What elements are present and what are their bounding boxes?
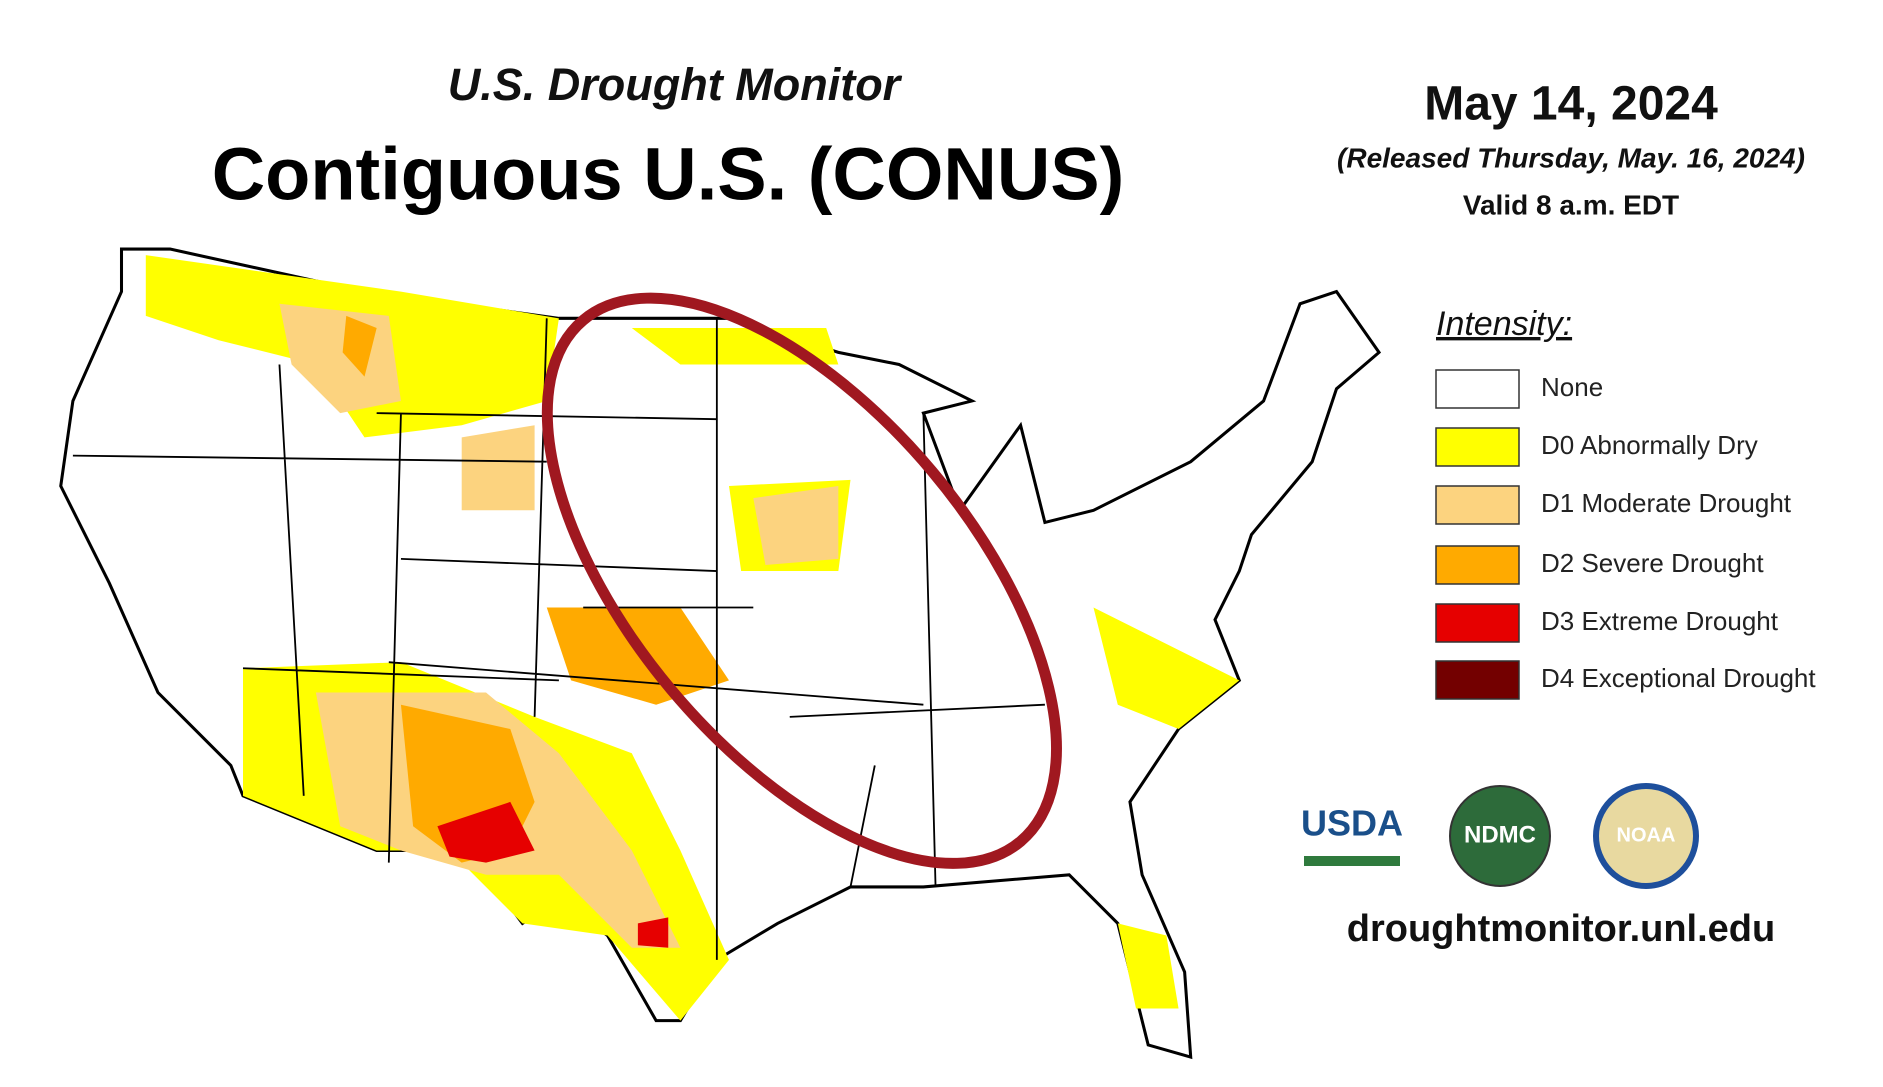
legend-swatch [1435,545,1520,585]
legend-label: D4 Exceptional Drought [1541,663,1816,693]
legend-label: D2 Severe Drought [1541,548,1764,578]
legend-label: D0 Abnormally Dry [1541,430,1758,460]
date: May 14, 2024 [1424,78,1718,131]
subtitle: U.S. Drought Monitor [448,59,903,110]
logo-seal [1449,785,1551,887]
logo-text: NDMC [1464,821,1536,848]
title: Contiguous U.S. (CONUS) [212,133,1125,216]
legend-label: None [1541,372,1603,402]
legend-swatch [1435,427,1520,467]
map [59,247,1382,1060]
logo-text: USDA [1301,803,1403,844]
legend-swatch [1435,369,1520,409]
valid-time: Valid 8 a.m. EDT [1463,189,1679,220]
legend-swatch [1435,603,1520,643]
legend-label: D1 Moderate Drought [1541,488,1792,518]
legend-label: D3 Extreme Drought [1541,606,1779,636]
legend-title: Intensity: [1436,305,1572,343]
website: droughtmonitor.unl.edu [1347,908,1775,950]
drought-areas [145,255,1240,1021]
commerce-seal [1593,783,1699,889]
legend-swatch [1435,660,1520,700]
legend: None D0 Abnormally Dry D1 Moderate Drought… [1435,369,1816,700]
released: (Released Thursday, May. 16, 2024) [1337,142,1805,173]
logo-text: NOAA [1617,824,1676,846]
logos: USDA NDMC NOAA [1301,783,1699,889]
usda-stripe [1304,856,1400,866]
legend-swatch [1435,485,1520,525]
annotation-ellipse [541,292,1062,869]
